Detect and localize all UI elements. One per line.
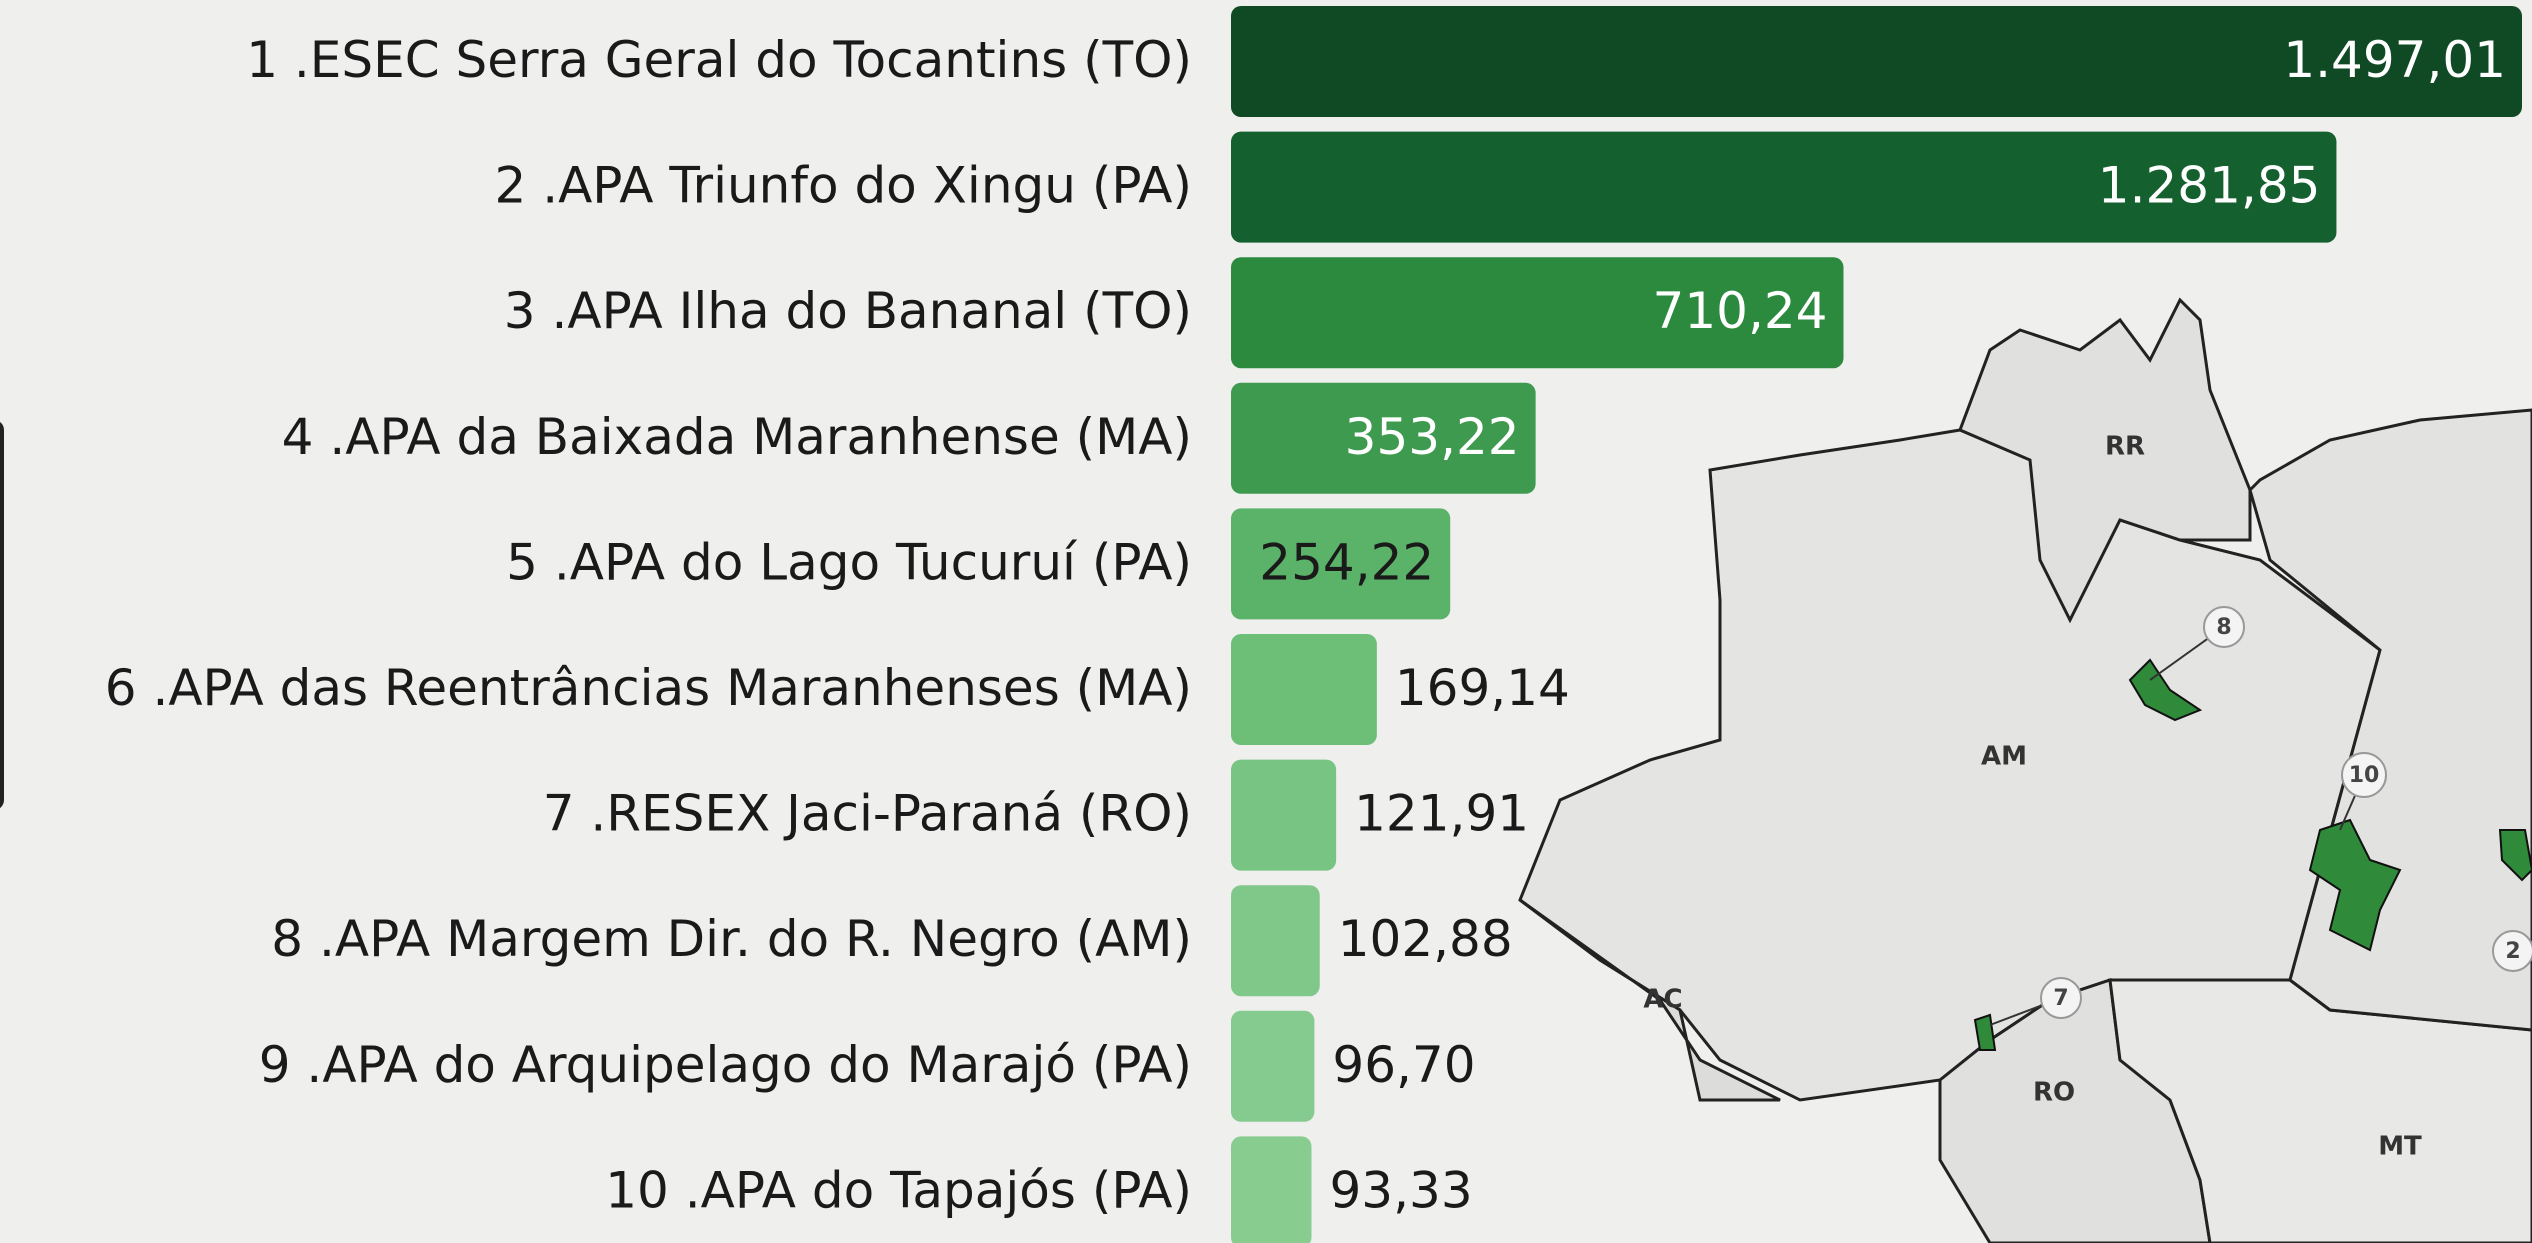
- marker-circle: [2341, 752, 2387, 798]
- bar: [1231, 634, 1377, 745]
- marker-circle: [2040, 977, 2082, 1019]
- category-label: 3 .APA Ilha do Bananal (TO): [504, 282, 1192, 340]
- state-label: AC: [1643, 985, 1682, 1015]
- marker-label: 7: [2053, 986, 2068, 1011]
- bar: [1231, 1136, 1312, 1243]
- state-ac: [1519, 898, 1781, 1102]
- bar: [1231, 885, 1320, 997]
- bar: [1231, 759, 1337, 871]
- area-shape: [1973, 1013, 1997, 1051]
- bar: [1231, 1010, 1315, 1122]
- marker-circle: [2492, 930, 2532, 972]
- value-label: 254,22: [1259, 533, 1434, 591]
- bar: [1231, 508, 1451, 620]
- value-label: 96,70: [1332, 1036, 1475, 1094]
- marker-label: 8: [2216, 615, 2231, 640]
- edge-object: [0, 422, 4, 808]
- category-label: 5 .APA do Lago Tucuruí (PA): [506, 533, 1192, 591]
- value-label: 353,22: [1345, 408, 1520, 466]
- area-shape: [2498, 829, 2532, 882]
- value-label: 1.497,01: [2283, 31, 2506, 89]
- value-label: 1.281,85: [2098, 157, 2321, 215]
- value-label: 121,91: [1354, 785, 1529, 843]
- state-label: RR: [2105, 432, 2145, 462]
- marker-label: 10: [2349, 763, 2380, 788]
- map: RR AM AC RO MT 8 10 7 2: [1518, 297, 2532, 1243]
- marker-label: 2: [2505, 939, 2520, 964]
- marker-circle: [2203, 606, 2245, 648]
- state-label: RO: [2033, 1078, 2075, 1108]
- category-label: 4 .APA da Baixada Maranhense (MA): [282, 408, 1192, 466]
- state-label: AM: [1981, 742, 2027, 772]
- bar: [1231, 131, 2337, 243]
- bar: [1231, 382, 1536, 494]
- value-label: 169,14: [1395, 659, 1570, 717]
- area-shape: [2308, 818, 2402, 952]
- category-label: 10 .APA do Tapajós (PA): [605, 1161, 1192, 1219]
- category-label: 7 .RESEX Jaci-Paraná (RO): [543, 785, 1192, 843]
- state-rr: [1958, 297, 2252, 624]
- category-label: 6 .APA das Reentrâncias Maranhenses (MA): [105, 659, 1192, 717]
- bar: [1231, 6, 2522, 117]
- category-label: 2 .APA Triunfo do Xingu (PA): [494, 157, 1192, 215]
- category-label: 1 .ESEC Serra Geral do Tocantins (TO): [246, 31, 1192, 89]
- category-label: 9 .APA do Arquipelago do Marajó (PA): [259, 1036, 1192, 1094]
- state-label: MT: [2378, 1132, 2422, 1162]
- bar: [1231, 257, 1844, 369]
- area-shape: [2128, 658, 2203, 722]
- category-label: 8 .APA Margem Dir. do R. Negro (AM): [271, 910, 1192, 968]
- value-label: 93,33: [1329, 1161, 1472, 1219]
- value-label: 710,24: [1653, 282, 1828, 340]
- value-label: 102,88: [1338, 910, 1513, 968]
